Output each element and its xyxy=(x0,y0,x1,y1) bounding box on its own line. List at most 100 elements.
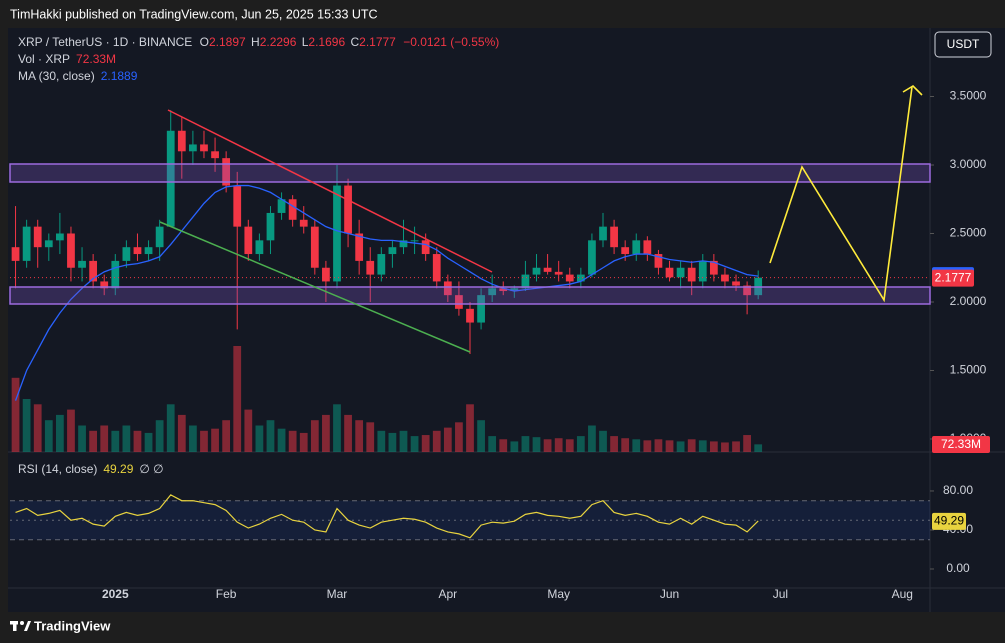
volume-bar xyxy=(189,425,197,452)
rsi-y-tick-label: 0.00 xyxy=(946,561,970,575)
candle-body xyxy=(133,247,142,255)
volume-bar xyxy=(122,425,131,452)
ohlc-value: 2.1777 xyxy=(359,35,396,49)
volume-bar xyxy=(177,414,186,452)
volume-bar xyxy=(410,436,419,452)
chart-area xyxy=(8,28,1005,612)
volume-badge xyxy=(932,436,990,453)
volume-bar xyxy=(166,404,175,452)
candle-body xyxy=(200,144,208,152)
volume-bar xyxy=(621,438,630,452)
volume-bar xyxy=(100,425,109,452)
volume-bar xyxy=(732,441,740,452)
volume-bar xyxy=(344,414,352,452)
candle-body xyxy=(643,240,652,255)
candle-body xyxy=(621,247,630,255)
trend-line-lower xyxy=(159,221,471,353)
y-tick-label: 2.0000 xyxy=(950,294,987,308)
projection-arrowhead xyxy=(902,84,923,96)
volume-bar xyxy=(488,436,497,452)
rsi-symbols: ∅ ∅ xyxy=(139,462,163,476)
candle-body xyxy=(244,226,253,255)
ohlc-label: L xyxy=(302,35,309,49)
rsi-badge xyxy=(932,512,966,530)
volume-bar xyxy=(155,420,164,452)
candle-body xyxy=(56,233,64,241)
candle-body xyxy=(122,247,131,261)
rsi-band xyxy=(10,500,930,540)
candle-body xyxy=(588,240,596,275)
candle-body xyxy=(466,308,474,323)
candle-body xyxy=(610,226,618,248)
candle-body xyxy=(532,267,541,275)
candle-body xyxy=(709,260,718,275)
candle-body xyxy=(698,260,707,282)
volume-bar xyxy=(421,435,430,452)
currency: USDT xyxy=(947,37,980,51)
candle-body xyxy=(432,254,441,282)
volume-bar xyxy=(200,430,208,452)
candle-body xyxy=(421,240,430,255)
candle-body xyxy=(743,285,751,296)
volume-bar xyxy=(111,430,120,452)
volume-bar xyxy=(288,430,297,452)
volume-bar xyxy=(56,414,64,452)
rsi-line xyxy=(15,494,759,539)
candle-body xyxy=(687,267,696,282)
volume-bar xyxy=(455,422,463,452)
volume-name: Vol · XRP xyxy=(18,52,70,66)
candle-body xyxy=(477,295,485,323)
volume-bar xyxy=(554,438,563,452)
currency-button[interactable] xyxy=(934,31,992,58)
rsi-badge-label: 49.29 xyxy=(934,514,964,528)
candle-body xyxy=(377,254,386,275)
volume-bar xyxy=(543,439,552,452)
volume-bar xyxy=(322,414,330,452)
candle-body xyxy=(565,274,574,282)
candle-body xyxy=(288,199,297,220)
volume-bar xyxy=(44,420,53,452)
candle-body xyxy=(543,267,552,272)
candle-body xyxy=(732,281,740,286)
candle-body xyxy=(554,271,563,275)
candle-body xyxy=(233,185,242,227)
volume-bar xyxy=(133,430,142,452)
volume-bar xyxy=(277,428,286,452)
candle-body xyxy=(654,254,663,268)
candle-body xyxy=(166,130,175,227)
candle-body xyxy=(399,240,408,248)
candle-body xyxy=(155,226,164,248)
volume-bar xyxy=(33,404,42,452)
volume-bar xyxy=(233,346,242,452)
volume-bar xyxy=(565,439,574,452)
candle-body xyxy=(521,274,530,289)
ma-legend: MA (30, close) 2.1889 xyxy=(18,69,138,83)
volume-bar xyxy=(355,420,364,452)
candle-body xyxy=(443,281,452,296)
ma-line xyxy=(14,184,759,401)
candle-body xyxy=(78,260,86,268)
candle-body xyxy=(266,212,275,241)
change: −0.0121 (−0.55%) xyxy=(403,35,499,49)
volume-bar xyxy=(377,430,386,452)
volume-bar xyxy=(388,432,397,452)
candle-body xyxy=(388,247,397,255)
volume-bar xyxy=(698,440,707,452)
last-price-label: 2.1777 xyxy=(935,270,972,284)
volume-bar xyxy=(687,439,696,452)
candle-body xyxy=(111,260,120,289)
candle-body xyxy=(344,185,352,234)
x-tick-label: 2025 xyxy=(102,587,129,601)
candle-body xyxy=(665,267,674,278)
candle-body xyxy=(100,281,109,289)
candle-body xyxy=(510,288,519,292)
candle-body xyxy=(632,240,641,255)
volume-bar xyxy=(89,430,98,452)
volume-value: 72.33M xyxy=(76,52,116,66)
volume-bar xyxy=(211,428,219,452)
candle-body xyxy=(33,226,42,248)
volume-bar xyxy=(366,422,375,452)
candle-body xyxy=(211,151,219,159)
ma-name: MA (30, close) xyxy=(18,69,95,83)
